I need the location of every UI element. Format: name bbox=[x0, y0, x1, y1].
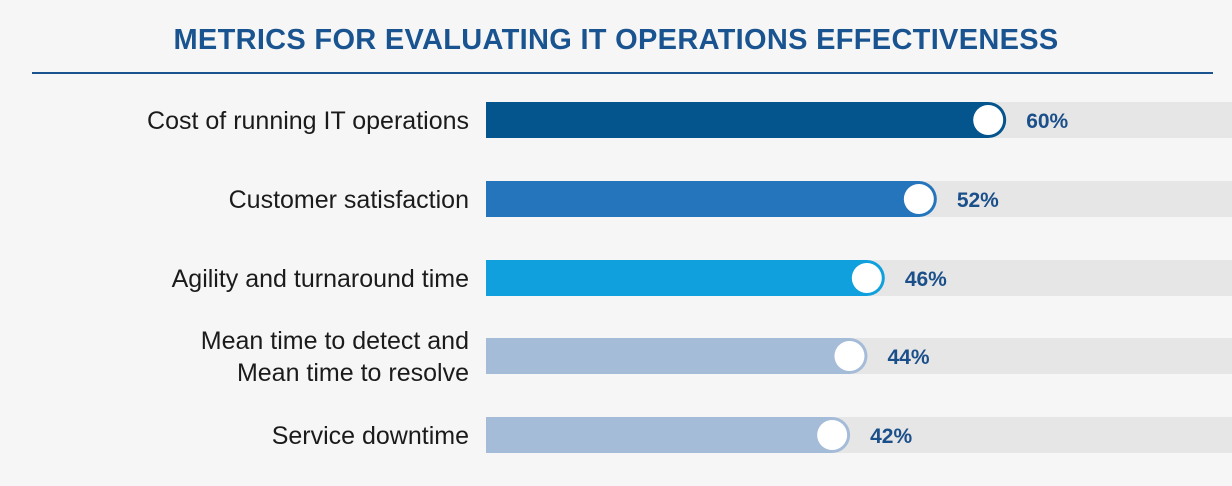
bar bbox=[486, 417, 851, 453]
bar-knob bbox=[817, 420, 848, 450]
bar-knob bbox=[903, 184, 934, 214]
title-divider bbox=[32, 72, 1213, 74]
bar-knob bbox=[973, 105, 1004, 135]
bar-body bbox=[486, 260, 867, 296]
category-label: Agility and turnaround time bbox=[172, 265, 469, 293]
bar-knob bbox=[834, 341, 865, 371]
bar-body bbox=[486, 417, 833, 453]
category-label: Service downtime bbox=[272, 422, 469, 450]
bar-knob bbox=[851, 263, 882, 293]
bar bbox=[486, 181, 937, 217]
category-label: Mean time to detect and bbox=[201, 327, 469, 355]
category-label: Customer satisfaction bbox=[229, 186, 469, 214]
bar bbox=[486, 260, 885, 296]
bar-body bbox=[486, 181, 919, 217]
chart-title: METRICS FOR EVALUATING IT OPERATIONS EFF… bbox=[173, 24, 1059, 56]
value-label: 46% bbox=[905, 268, 947, 291]
value-label: 44% bbox=[887, 346, 929, 369]
value-label: 52% bbox=[957, 189, 999, 212]
value-label: 60% bbox=[1026, 110, 1068, 133]
category-label: Cost of running IT operations bbox=[147, 107, 469, 135]
bar-body bbox=[486, 102, 989, 138]
bar bbox=[486, 102, 1007, 138]
category-label: Mean time to resolve bbox=[237, 359, 469, 387]
value-label: 42% bbox=[870, 425, 912, 448]
bar-body bbox=[486, 338, 850, 374]
bar bbox=[486, 338, 868, 374]
